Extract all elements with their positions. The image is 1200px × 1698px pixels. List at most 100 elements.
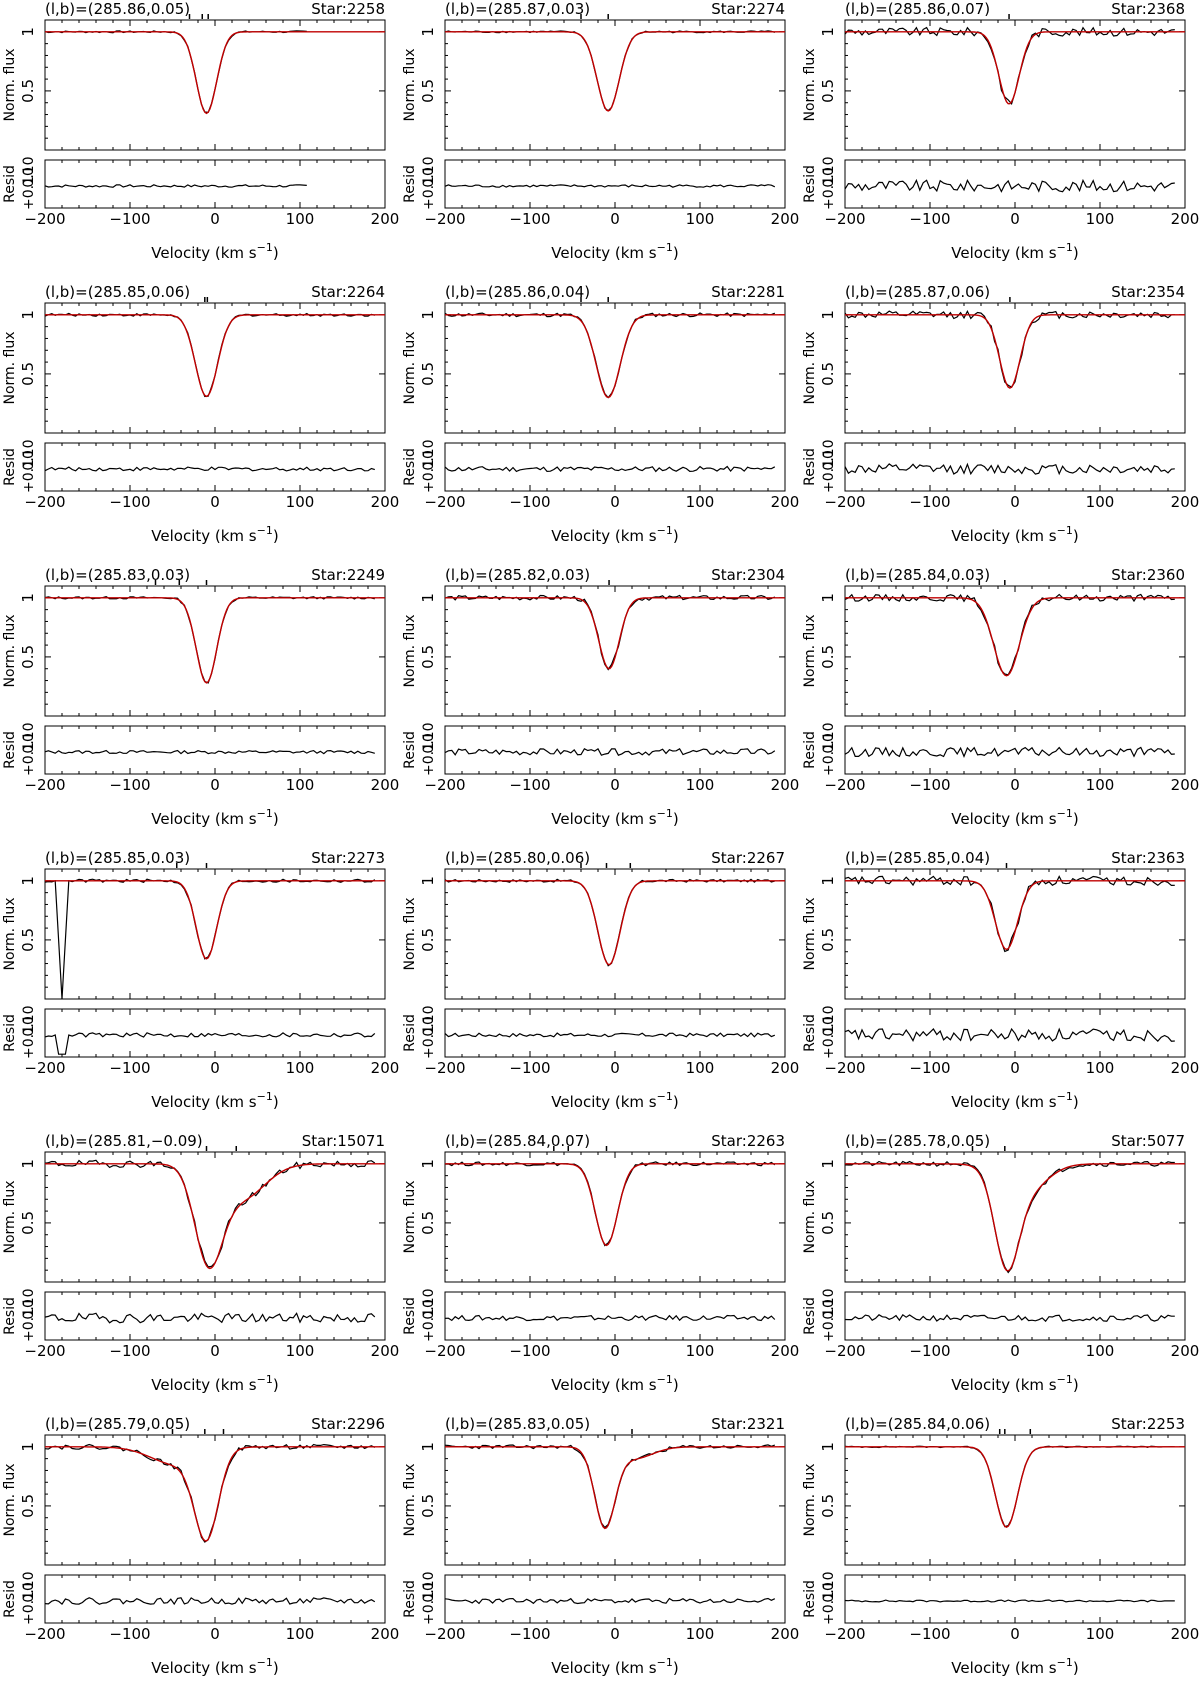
residual-plot-frame <box>44 725 386 775</box>
x-tick-label: −200 <box>424 1059 465 1077</box>
x-tick-label: 200 <box>371 776 400 794</box>
y-tick-label: 1 <box>819 593 837 603</box>
x-tick-label: 100 <box>286 493 315 511</box>
velocity-axis-label: Velocity (km s−1) <box>151 241 278 262</box>
x-tick-label: 200 <box>771 1342 800 1360</box>
x-tick-label: −100 <box>509 1342 550 1360</box>
resid-tick-label: +0.10 <box>21 167 37 210</box>
model-fit-line <box>45 1446 385 1542</box>
flux-axis-label: Norm. flux <box>402 1180 418 1253</box>
spectrum-data-line <box>844 593 1175 676</box>
residual-plot-frame <box>444 1008 786 1058</box>
coordinate-label: (l,b)=(285.84,0.06) <box>845 1415 990 1433</box>
resid-tick-label: 0.10 <box>21 1005 37 1036</box>
spectrum-panel: (l,b)=(285.80,0.06) Star:2267 −200 −100 0 100… <box>400 849 800 1132</box>
resid-tick-label: 0.10 <box>821 439 837 470</box>
y-tick-label: 1 <box>419 593 437 603</box>
x-tick-label: −200 <box>424 493 465 511</box>
y-tick-label: 1 <box>19 27 37 37</box>
x-tick-label: 100 <box>286 210 315 228</box>
resid-axis-label: Resid <box>802 1297 818 1335</box>
resid-tick-label: +0.10 <box>21 1299 37 1342</box>
y-tick-label: 1 <box>419 1442 437 1452</box>
coordinate-label: (l,b)=(285.82,0.03) <box>445 566 590 584</box>
coordinate-label: (l,b)=(285.83,0.05) <box>445 1415 590 1433</box>
flux-plot-frame <box>844 1151 1186 1283</box>
resid-tick-label: +0.10 <box>21 733 37 776</box>
star-label: Star:2354 <box>1111 283 1185 301</box>
resid-tick-label: +0.10 <box>421 1582 437 1625</box>
model-fit-line <box>845 31 1185 105</box>
flux-axis-label: Norm. flux <box>2 1463 18 1536</box>
y-tick-label: 0.5 <box>419 645 437 669</box>
model-fit-line <box>45 31 385 115</box>
y-tick-label: 0.5 <box>19 362 37 386</box>
flux-axis-label: Norm. flux <box>802 614 818 687</box>
x-tick-label: 200 <box>771 1625 800 1643</box>
resid-axis-label: Resid <box>802 165 818 203</box>
x-tick-label: 0 <box>210 776 220 794</box>
star-label: Star:2263 <box>711 1132 785 1150</box>
residual-line <box>444 465 776 473</box>
flux-plot-frame <box>444 585 786 717</box>
flux-axis-label: Norm. flux <box>2 48 18 121</box>
y-tick-label: 1 <box>819 1159 837 1169</box>
x-tick-label: −200 <box>24 776 65 794</box>
x-tick-label: 0 <box>1010 210 1020 228</box>
x-tick-label: 100 <box>1086 1059 1115 1077</box>
resid-tick-label: +0.10 <box>421 733 437 776</box>
x-tick-label: −100 <box>109 1059 150 1077</box>
x-tick-label: 200 <box>1171 210 1200 228</box>
resid-tick-label: 0.10 <box>421 1288 437 1319</box>
spectrum-data-line <box>44 30 307 114</box>
y-tick-label: 0.5 <box>419 928 437 952</box>
velocity-axis-label: Velocity (km s−1) <box>551 1373 678 1394</box>
y-tick-label: 1 <box>19 1159 37 1169</box>
flux-axis-label: Norm. flux <box>402 897 418 970</box>
residual-line <box>844 746 1175 758</box>
resid-tick-label: +0.10 <box>821 1582 837 1625</box>
flux-axis-label: Norm. flux <box>802 1463 818 1536</box>
x-tick-label: 0 <box>210 210 220 228</box>
spectrum-chart: (l,b)=(285.82,0.03) Star:2304 −200 −100 0 100… <box>402 566 799 828</box>
flux-axis-label: Norm. flux <box>2 1180 18 1253</box>
coordinate-label: (l,b)=(285.84,0.07) <box>445 1132 590 1150</box>
velocity-axis-label: Velocity (km s−1) <box>151 1373 278 1394</box>
flux-plot-frame <box>44 585 386 717</box>
x-tick-label: 200 <box>771 1059 800 1077</box>
x-tick-label: 0 <box>210 493 220 511</box>
resid-tick-label: +0.10 <box>21 1582 37 1625</box>
spectrum-panel: (l,b)=(285.86,0.05) Star:2258 −200 −100 0 100… <box>0 0 400 283</box>
residual-line <box>844 462 1175 476</box>
flux-plot-frame <box>844 1434 1186 1566</box>
y-tick-label: 0.5 <box>19 1211 37 1235</box>
model-fit-line <box>445 314 785 399</box>
spectrum-chart: (l,b)=(285.83,0.05) Star:2321 −200 −100 0 100… <box>402 1415 800 1677</box>
coordinate-label: (l,b)=(285.85,0.03) <box>45 849 190 867</box>
flux-axis-label: Norm. flux <box>2 897 18 970</box>
star-label: Star:2249 <box>311 566 385 584</box>
spectrum-data-line <box>844 26 1175 106</box>
x-tick-label: −100 <box>909 493 950 511</box>
spectrum-panel: (l,b)=(285.83,0.03) Star:2249 −200 −100 0 100… <box>0 566 400 849</box>
spectrum-panel: (l,b)=(285.87,0.03) Star:2274 −200 −100 0 100… <box>400 0 800 283</box>
x-tick-label: −100 <box>909 776 950 794</box>
spectrum-data-line <box>844 1445 1175 1528</box>
resid-axis-label: Resid <box>2 731 18 769</box>
model-fit-line <box>845 597 1185 677</box>
residual-line <box>444 184 776 188</box>
velocity-axis-label: Velocity (km s−1) <box>151 1656 278 1677</box>
model-fit-line <box>45 597 385 684</box>
x-tick-label: 200 <box>1171 1342 1200 1360</box>
star-label: Star:2273 <box>311 849 385 867</box>
residual-plot-frame <box>444 1574 786 1624</box>
spectrum-chart: (l,b)=(285.86,0.05) Star:2258 −200 −100 0 100… <box>2 0 399 262</box>
x-tick-label: 0 <box>1010 1059 1020 1077</box>
x-tick-label: 100 <box>286 1342 315 1360</box>
spectrum-chart: (l,b)=(285.84,0.07) Star:2263 −200 −100 0 100… <box>402 1132 800 1394</box>
x-tick-label: 100 <box>686 493 715 511</box>
y-tick-label: 1 <box>819 876 837 886</box>
resid-axis-label: Resid <box>802 1014 818 1052</box>
resid-axis-label: Resid <box>2 1580 18 1618</box>
y-tick-label: 1 <box>19 876 37 886</box>
